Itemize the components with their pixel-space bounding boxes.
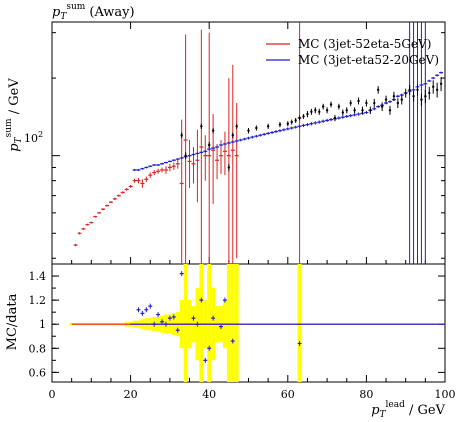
- ratio-band-bin: [207, 264, 212, 382]
- data-point: [412, 95, 415, 98]
- ylabel-sub: T: [14, 136, 24, 143]
- ratio-band-bin: [69, 323, 74, 326]
- data-point: [329, 103, 333, 106]
- data-point: [369, 109, 372, 112]
- data-point: [286, 122, 289, 125]
- data-point: [353, 109, 356, 112]
- title-suffix: (Away): [85, 5, 134, 20]
- data-point: [255, 126, 258, 130]
- xlabel-main: p: [371, 403, 380, 418]
- data-point: [290, 120, 293, 124]
- data-point: [349, 101, 352, 105]
- data-point: [341, 111, 345, 114]
- x-tick-label: 40: [202, 388, 216, 401]
- data-point: [373, 101, 376, 105]
- data-point: [235, 125, 238, 128]
- data-point: [247, 129, 250, 132]
- data-point: [420, 98, 423, 101]
- data-point: [321, 105, 325, 108]
- xlabel-suffix: / GeV: [405, 403, 446, 418]
- data-point: [310, 110, 313, 113]
- ratio-tick-label: 1.4: [29, 270, 47, 283]
- data-point: [325, 109, 329, 112]
- data-point: [337, 105, 341, 108]
- data-point: [266, 125, 270, 128]
- x-tick-label: 0: [49, 388, 56, 401]
- title-sub: T: [60, 12, 67, 22]
- legend-mc1-label: MC (3jet-52eta-5GeV): [298, 37, 431, 51]
- data-point: [365, 101, 368, 105]
- ratio-tick-label: 1: [39, 318, 46, 331]
- y-tick-label-100: 102: [24, 130, 43, 145]
- data-point: [392, 95, 396, 98]
- data-point: [380, 105, 384, 108]
- data-point: [184, 154, 187, 157]
- ratio-band-bin: [226, 264, 231, 382]
- ratio-band-bin: [297, 264, 302, 382]
- x-tick-label: 80: [359, 388, 373, 401]
- data-point: [200, 125, 203, 128]
- data-point: [298, 116, 301, 120]
- ylabel-main: p: [7, 143, 22, 152]
- title-sup: sum: [66, 2, 85, 12]
- data-point: [432, 85, 435, 88]
- data-point: [211, 129, 215, 132]
- ratio-band-bin: [234, 264, 239, 382]
- data-point: [384, 98, 388, 101]
- data-point: [439, 82, 443, 86]
- legend: MC (3jet-52eta-5GeV) MC (3jet-eta52-20Ge…: [266, 37, 439, 67]
- ratio-plot-marks: [71, 271, 445, 363]
- data-point: [424, 95, 427, 98]
- axis-ticks: 0 20 40 60 80 100 0.6 0.8 1 1.2 1.4: [29, 22, 456, 401]
- x-tick-label: 20: [124, 388, 138, 401]
- data-point: [357, 99, 360, 103]
- xlabel-sub: T: [380, 410, 387, 420]
- data-point: [345, 109, 348, 112]
- data-point: [396, 101, 400, 105]
- data-point: [318, 110, 321, 113]
- data-point: [208, 143, 211, 147]
- ratio-uncertainty-band: [69, 264, 302, 382]
- data-point: [428, 91, 431, 95]
- data-point: [376, 88, 380, 92]
- title-main: p: [52, 5, 61, 20]
- data-point: [294, 119, 297, 122]
- data-point: [278, 123, 282, 126]
- main-plot-marks: [73, 22, 444, 264]
- data-point: [180, 134, 183, 137]
- legend-mc2-label: MC (3jet-eta52-20GeV): [298, 53, 439, 67]
- data-point: [306, 112, 309, 116]
- data-point: [314, 109, 317, 112]
- ratio-band-bin: [230, 264, 235, 382]
- ylabel-sup: sum: [4, 118, 14, 137]
- x-tick-label: 100: [435, 388, 456, 401]
- data-point: [231, 134, 234, 137]
- ratio-tick-label: 0.6: [29, 366, 47, 379]
- ratio-tick-label: 1.2: [29, 294, 47, 307]
- data-point: [416, 88, 419, 92]
- data-point: [227, 166, 231, 169]
- chart-title: pTsum (Away): [52, 2, 135, 22]
- data-point: [400, 98, 403, 101]
- x-tick-label: 60: [281, 388, 295, 401]
- y-axis-label: pTsum / GeV: [4, 78, 24, 152]
- data-point: [302, 115, 305, 118]
- ylabel-suffix: / GeV: [7, 78, 22, 119]
- data-point: [435, 88, 439, 92]
- ratio-band-bin: [199, 264, 204, 382]
- x-axis-label: pTlead / GeV: [371, 400, 445, 420]
- ratio-band-bin: [183, 264, 188, 382]
- data-point: [361, 109, 364, 112]
- xlabel-sup: lead: [386, 400, 406, 410]
- ratio-tick-label: 0.8: [29, 342, 47, 355]
- ratio-y-label: MC/data: [5, 293, 20, 350]
- data-point: [408, 88, 411, 92]
- data-point: [333, 116, 337, 120]
- data-point: [388, 109, 392, 112]
- data-point: [404, 91, 407, 95]
